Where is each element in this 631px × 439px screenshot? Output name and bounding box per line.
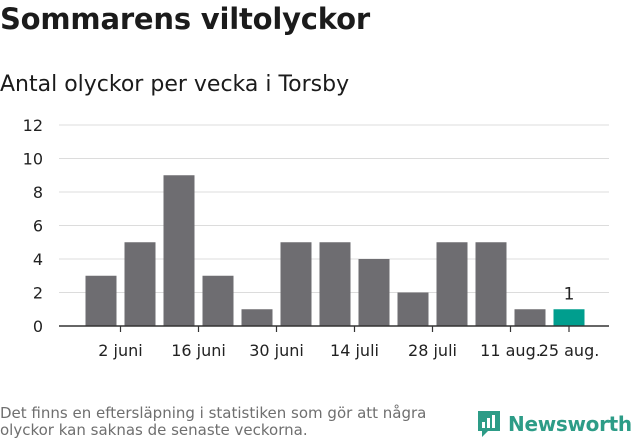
y-tick-label: 8 [33,183,43,202]
x-axis: 2 juni 16 juni 30 juni 14 juli 28 juli 11 aug… [59,325,609,360]
x-tick-label: 11 aug. [480,341,541,360]
newsworthy-chart-icon [478,411,500,437]
bar [475,242,507,326]
x-tick-label: 16 juni [171,341,226,360]
data-labels: 1 [564,284,575,304]
x-tick-label: 2 juni [98,341,142,360]
bar [514,309,546,326]
x-tick-label: 14 juli [330,341,379,360]
bar [436,242,468,326]
y-axis-labels: 0 2 4 6 8 10 12 [23,116,43,336]
bar [358,259,390,326]
bar [397,292,429,326]
bars [85,175,585,326]
chart-subtitle: Antal olyckor per vecka i Torsby [0,72,350,97]
bar [124,242,156,326]
brand-name: Newsworthy [508,412,631,436]
bar [319,242,351,326]
bar [163,175,195,326]
y-tick-label: 10 [23,150,43,169]
bar [202,275,234,326]
footnote: Det finns en eftersläpning i statistiken… [0,404,427,439]
y-tick-label: 4 [33,250,43,269]
y-tick-label: 0 [33,317,43,336]
chart-title: Sommarens viltolyckor [0,2,370,36]
y-tick-label: 2 [33,284,43,303]
bar [553,309,585,326]
bar [85,275,117,326]
x-tick-label: 28 juli [408,341,457,360]
x-tick-label: 25 aug. [539,341,600,360]
newsworthy-logo: Newsworthy [476,409,631,439]
data-label: 1 [564,284,575,304]
x-tick-label: 30 juni [249,341,304,360]
y-tick-label: 6 [33,217,43,236]
bar [280,242,312,326]
y-tick-label: 12 [23,116,43,135]
bar [241,309,273,326]
